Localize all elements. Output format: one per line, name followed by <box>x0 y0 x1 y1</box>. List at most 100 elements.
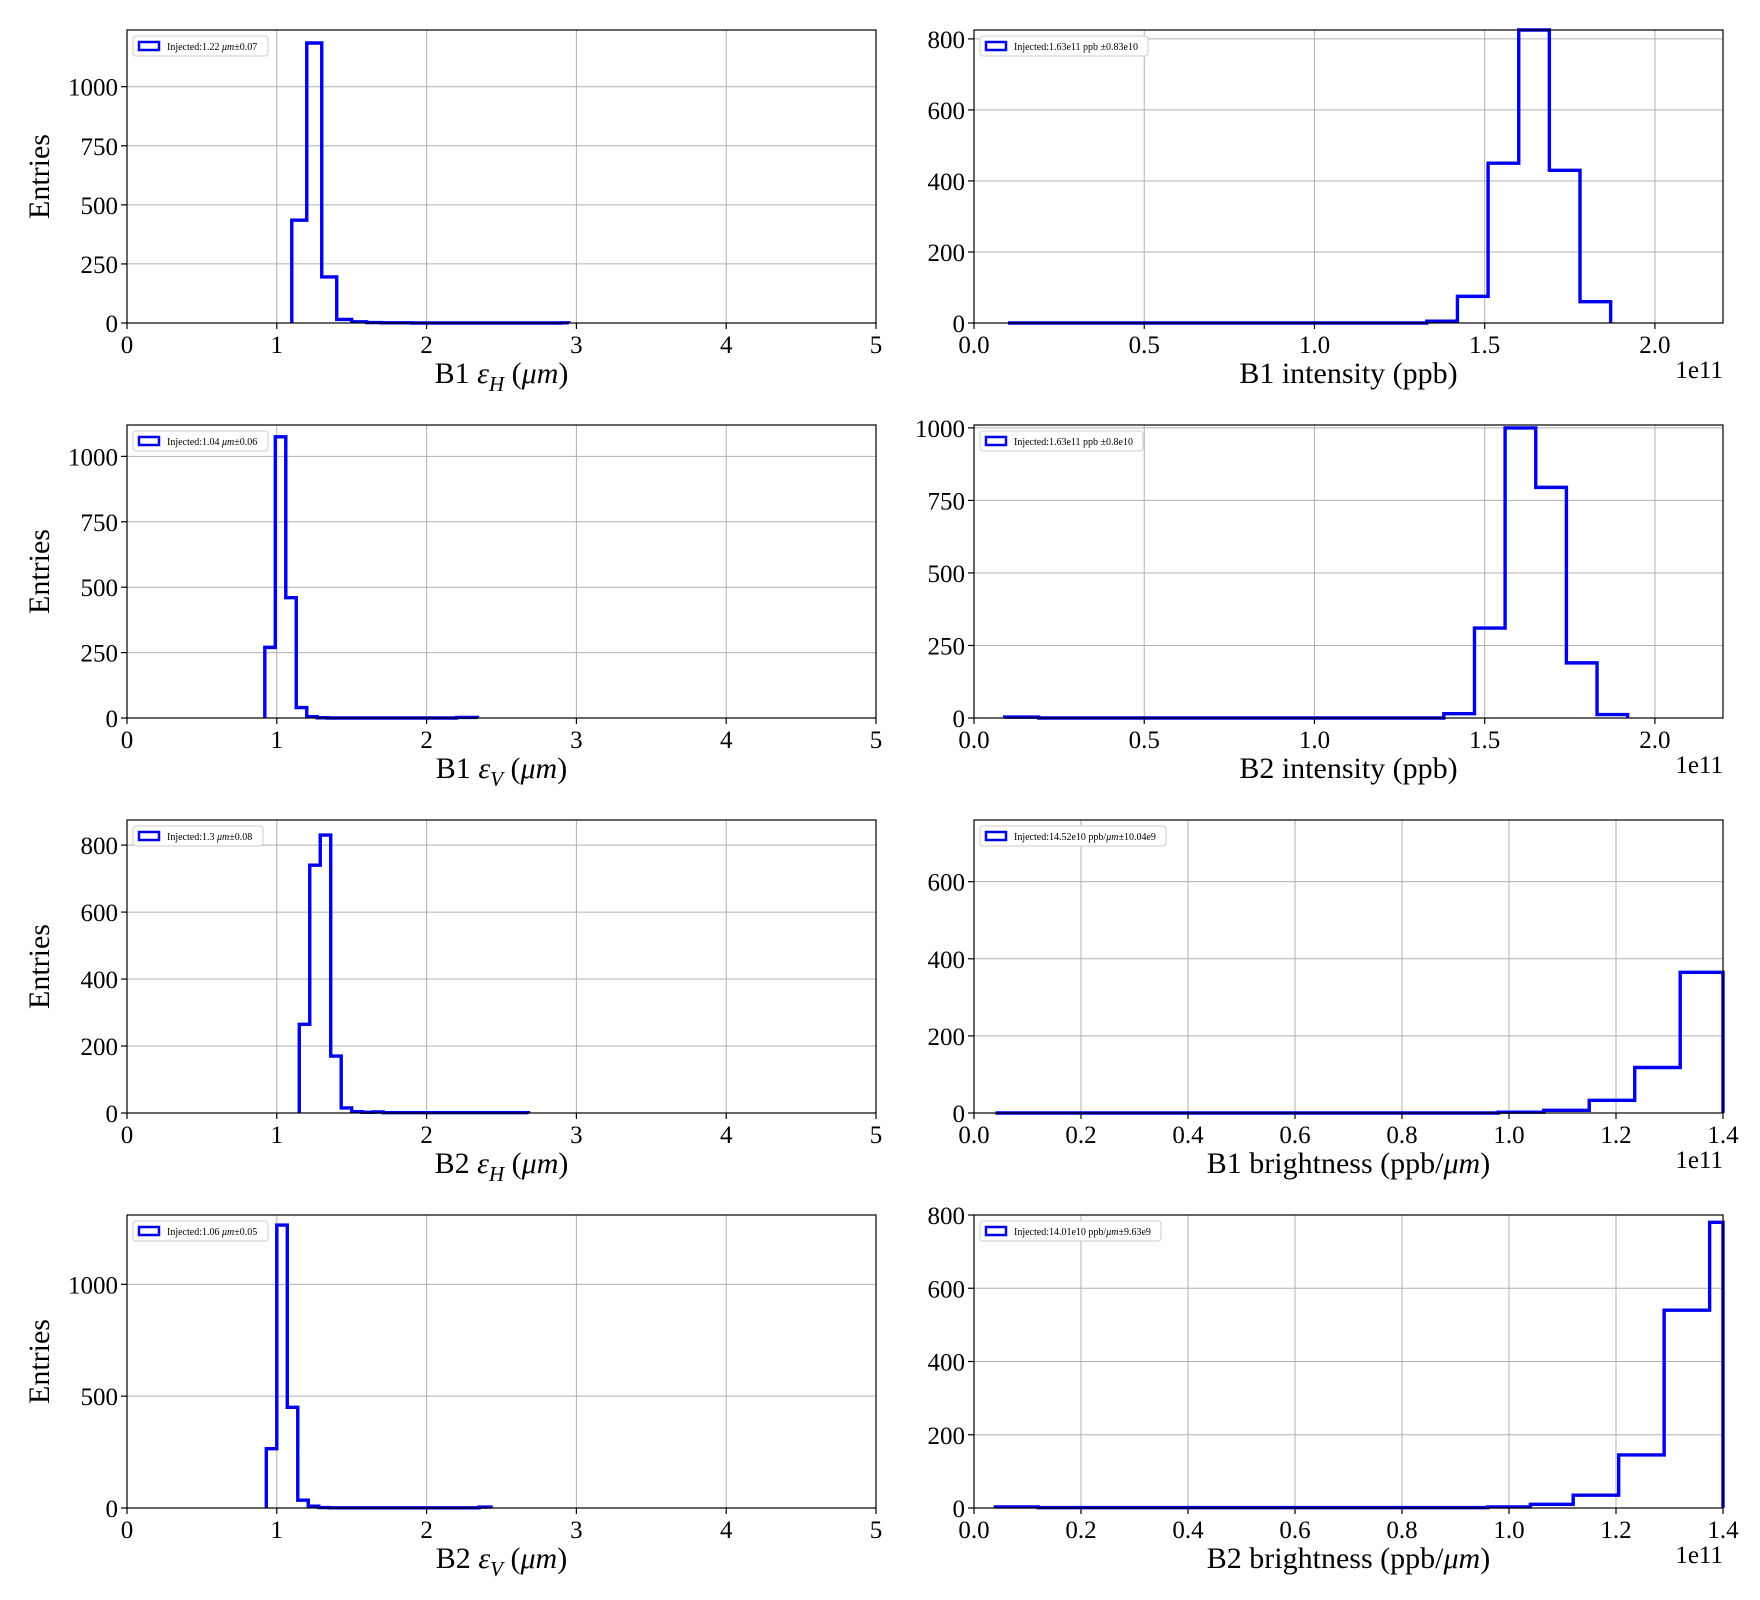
histogram-bin <box>1474 628 1505 718</box>
x-tick-label: 0 <box>121 332 134 359</box>
y-tick-label: 800 <box>928 1203 966 1230</box>
histogram-series <box>297 833 531 1115</box>
legend: Injected:1.3 μm±0.08 <box>132 825 264 847</box>
x-axis-label: B1 εH (μm) <box>435 357 569 396</box>
y-tick-label: 0 <box>953 1101 966 1128</box>
legend-label: Injected:1.22 μm±0.07 <box>167 42 257 53</box>
x-tick-label: 1.2 <box>1600 1517 1631 1544</box>
histogram-series <box>993 1220 1725 1510</box>
legend-box <box>979 825 1167 847</box>
histogram-bin <box>322 277 337 323</box>
x-tick-label: 0.8 <box>1386 1122 1417 1149</box>
text-part: Injected:1.63e11 ppb ±0.8e10 <box>1014 437 1133 448</box>
y-tick-label: 400 <box>81 967 119 994</box>
x-tick-label: 1 <box>271 727 284 754</box>
legend: Injected:1.63e11 ppb ±0.8e10 <box>979 430 1144 452</box>
x-offset-label: 1e11 <box>1675 1147 1723 1174</box>
text-part: ±0.06 <box>234 437 257 448</box>
x-tick-label: 0 <box>121 1122 134 1149</box>
y-tick-label: 400 <box>928 169 966 196</box>
plot-frame <box>973 424 1724 719</box>
text-part: ε <box>478 1542 490 1575</box>
x-tick-label: 0.0 <box>958 727 989 754</box>
chart-panel-b1-intensity: 0.0 0.5 1.0 1.5 2.0 0 200 400 600 800 B1 intensity… <box>928 27 1724 390</box>
histogram-bin <box>1589 1100 1634 1113</box>
legend-swatch <box>137 830 161 842</box>
x-tick-label: 0.2 <box>1065 1122 1096 1149</box>
y-tick-label: 750 <box>81 134 119 161</box>
x-tick-label: 1.0 <box>1299 332 1330 359</box>
legend-label: Injected:1.63e11 ppb ±0.8e10 <box>1014 437 1133 448</box>
x-tick-label: 5 <box>870 727 883 754</box>
y-tick-label: 1000 <box>915 416 965 443</box>
y-tick-label: 200 <box>928 240 966 267</box>
histogram-series <box>264 1223 493 1510</box>
y-tick-label: 0 <box>106 311 119 338</box>
legend-box <box>132 1220 269 1242</box>
text-part: Injected:1.22 <box>167 42 222 53</box>
text-part: Injected:1.04 <box>167 437 222 448</box>
x-tick-label: 5 <box>870 1122 883 1149</box>
text-part: ε <box>478 752 490 785</box>
text-part: ( <box>503 752 521 785</box>
text-part: H <box>488 372 506 396</box>
y-tick-label: 800 <box>81 833 119 860</box>
x-tick-label: 2 <box>420 727 433 754</box>
grid <box>973 1214 1724 1509</box>
y-tick-label: 0 <box>106 706 119 733</box>
legend: Injected:1.06 μm±0.05 <box>132 1220 269 1242</box>
histogram-bins <box>266 1225 491 1508</box>
histogram-bin <box>1710 1222 1723 1508</box>
histogram-series <box>290 41 571 325</box>
x-axis-label: B1 brightness (ppb/μm) <box>1207 1147 1490 1180</box>
x-tick-label: 2.0 <box>1639 332 1670 359</box>
text-part: μm <box>519 752 557 785</box>
y-tick-label: 0 <box>106 1101 119 1128</box>
grid <box>973 425 1723 719</box>
histogram-bin <box>1536 487 1567 718</box>
text-part: B1 brightness (ppb/ <box>1207 1147 1444 1180</box>
text-part: Injected:1.3 <box>167 832 217 843</box>
text-part: ( <box>504 1147 522 1180</box>
plot-frame <box>973 29 1724 324</box>
chart-panel-b2-intensity: 0.0 0.5 1.0 1.5 2.0 0 250 500 750 1000 B2 intensit… <box>915 416 1724 785</box>
text-part: ) <box>558 1147 568 1180</box>
y-tick-label: 0 <box>106 1496 119 1523</box>
x-axis-label: B2 intensity (ppb) <box>1239 752 1457 785</box>
y-tick-label: 250 <box>81 252 119 279</box>
legend-box <box>979 1220 1162 1242</box>
legend: Injected:14.01e10 ppb/μm±9.63e9 <box>979 1220 1162 1242</box>
y-tick-label: 600 <box>928 870 966 897</box>
grid <box>126 425 877 719</box>
x-tick-label: 5 <box>870 332 883 359</box>
x-tick-label: 0.4 <box>1172 1517 1204 1544</box>
x-tick-label: 2 <box>420 332 433 359</box>
histogram-bin <box>1488 163 1519 323</box>
legend-swatch <box>984 830 1008 842</box>
text-part: μm <box>1442 1147 1480 1180</box>
text-part: ( <box>504 357 522 390</box>
x-tick-label: 0.0 <box>958 1517 989 1544</box>
text-part: μm <box>216 832 229 843</box>
chart-panel-b2-brightness: 0.0 0.2 0.4 0.6 0.8 1.0 1.2 1.4 0 200 400 600 800 B2 … <box>928 1203 1740 1575</box>
y-axis-label: Entries <box>23 529 56 614</box>
text-part: B2 brightness (ppb/ <box>1207 1542 1444 1575</box>
x-tick-label: 5 <box>870 1517 883 1544</box>
x-offset-label: 1e11 <box>1675 752 1723 779</box>
y-axis-label: Entries <box>23 1319 56 1404</box>
x-tick-label: 2.0 <box>1639 727 1670 754</box>
y-tick-label: 1000 <box>68 75 118 102</box>
text-part: μm <box>521 357 559 390</box>
x-tick-label: 4 <box>720 727 733 754</box>
x-tick-label: 1.0 <box>1299 727 1330 754</box>
x-tick-label: 3 <box>570 1122 583 1149</box>
y-tick-label: 0 <box>953 706 966 733</box>
histogram-bins <box>292 43 569 323</box>
legend: Injected:1.63e11 ppb ±0.83e10 <box>979 35 1149 57</box>
text-part: μm <box>221 1227 234 1238</box>
x-offset-label: 1e11 <box>1675 357 1723 384</box>
text-part: ) <box>1480 1147 1490 1180</box>
